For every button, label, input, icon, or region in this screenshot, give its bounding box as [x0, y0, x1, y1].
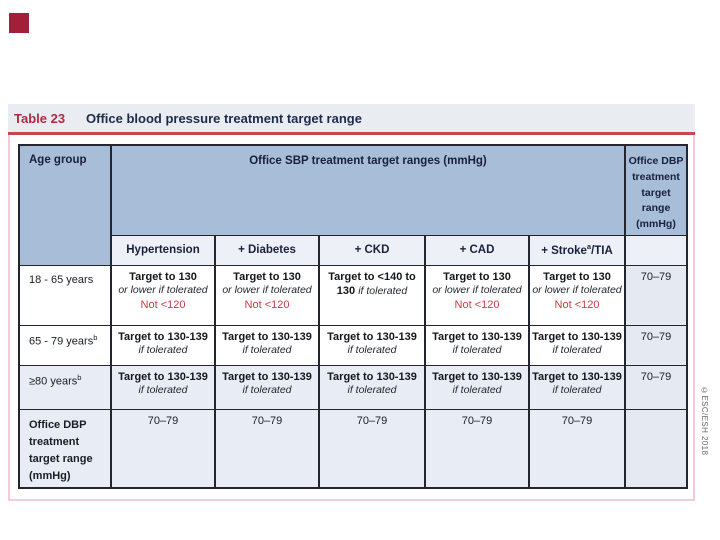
age-label-65-79: 65 - 79 yearsb	[18, 324, 112, 366]
cell-line-bold: Target to 130-139	[327, 370, 417, 383]
cell-line-caution: Not <120	[454, 299, 500, 312]
col-header-cad: + CAD	[424, 234, 530, 266]
age-label-text: ≥80 years	[29, 375, 78, 388]
cell-line-italic: if tolerated	[452, 344, 502, 357]
cell-18-65-stroke: Target to 130 or lower if tolerated Not …	[528, 264, 626, 326]
figure-body: Age group Office SBP treatment target ra…	[8, 135, 695, 501]
col-header-stroke-tia: + Strokea/TIA	[528, 234, 626, 266]
cell-dbp-cad: 70–79	[424, 408, 530, 489]
tia-label: /TIA	[591, 244, 613, 257]
cell-line-caution: Not <120	[244, 299, 290, 312]
cell-line-bold: Target to 130-139	[432, 330, 522, 343]
cell-80-ckd: Target to 130-139 if tolerated	[318, 364, 426, 410]
cell-65-79-dbp: 70–79	[624, 324, 688, 366]
cell-line-italic: or lower if tolerated	[432, 284, 522, 297]
cell-80-hypertension: Target to 130-139 if tolerated	[110, 364, 216, 410]
header-row-sub: Hypertension + Diabetes + CKD + CAD + St…	[19, 234, 688, 266]
cell-dbp-stroke: 70–79	[528, 408, 626, 489]
cell-italic-value: if tolerated	[358, 285, 408, 298]
cell-80-stroke: Target to 130-139 if tolerated	[528, 364, 626, 410]
cell-line-bold: Target to 130	[443, 270, 511, 283]
cell-line-bold: Target to 130-139	[118, 370, 208, 383]
cell-line-italic: if tolerated	[552, 384, 602, 397]
cell-dbp-ckd: 70–79	[318, 408, 426, 489]
age-label-18-65: 18 - 65 years	[18, 264, 112, 326]
cell-line-italic: if tolerated	[138, 344, 188, 357]
cell-line-italic: if tolerated	[347, 344, 397, 357]
cell-line-bold: Target to 130	[129, 270, 197, 283]
cell-80-diabetes: Target to 130-139 if tolerated	[214, 364, 320, 410]
cell-line-bold: Target to 130-139	[118, 330, 208, 343]
cell-line-italic: or lower if tolerated	[222, 284, 312, 297]
cell-80-cad: Target to 130-139 if tolerated	[424, 364, 530, 410]
age-footnote-sup: b	[93, 332, 98, 342]
table-23-figure: Table 23 Office blood pressure treatment…	[8, 104, 695, 501]
cell-dbp-hypertension: 70–79	[110, 408, 216, 489]
stroke-footnote-sup: a	[586, 241, 592, 251]
cell-line-caution: Not <120	[140, 299, 186, 312]
col-header-diabetes: + Diabetes	[214, 234, 320, 266]
table-row: Office DBP treatment target range (mmHg)…	[18, 408, 688, 489]
cell-80-dbp: 70–79	[624, 364, 688, 410]
cell-line-italic: if tolerated	[242, 384, 292, 397]
copyright-vertical-label: ©ESC/ESH 2018	[700, 386, 709, 456]
dbp-subheader-empty-cell	[624, 234, 688, 266]
caption-divider-rule	[8, 132, 695, 135]
cell-line-bold: Target to 130-139	[432, 370, 522, 383]
header-row-main: Age group Office SBP treatment target ra…	[18, 144, 688, 266]
cell-line-bold: Target to 130-139	[532, 370, 622, 383]
dbp-header-cell: Office DBP treatment target range (mmHg)	[624, 144, 688, 236]
cell-line-bold: Target to 130-139	[532, 330, 622, 343]
cell-line-italic: if tolerated	[347, 384, 397, 397]
dbp-row-label: Office DBP treatment target range (mmHg)	[18, 408, 112, 489]
slide-logo-square	[9, 13, 29, 33]
bp-target-table: Age group Office SBP treatment target ra…	[18, 144, 688, 489]
table-caption-bar: Table 23 Office blood pressure treatment…	[8, 104, 695, 132]
sbp-header-cell: Office SBP treatment target ranges (mmHg…	[110, 144, 626, 236]
cell-line-italic: or lower if tolerated	[118, 284, 208, 297]
cell-line-italic: if tolerated	[552, 344, 602, 357]
cell-65-79-cad: Target to 130-139 if tolerated	[424, 324, 530, 366]
cell-line-caution: Not <120	[554, 299, 600, 312]
cell-dbp-diabetes: 70–79	[214, 408, 320, 489]
table-title: Office blood pressure treatment target r…	[86, 110, 362, 126]
cell-18-65-dbp: 70–79	[624, 264, 688, 326]
cell-line-bold: Target to 130	[233, 270, 301, 283]
cell-line-bold: Target to 130-139	[222, 330, 312, 343]
cell-65-79-ckd: Target to 130-139 if tolerated	[318, 324, 426, 366]
cell-line-bold: Target to 130-139	[327, 330, 417, 343]
cell-bold-value: 130	[336, 285, 356, 298]
cell-65-79-hypertension: Target to 130-139 if tolerated	[110, 324, 216, 366]
cell-line-bold: Target to <140 to	[328, 270, 416, 283]
cell-65-79-diabetes: Target to 130-139 if tolerated	[214, 324, 320, 366]
cell-18-65-hypertension: Target to 130 or lower if tolerated Not …	[110, 264, 216, 326]
cell-line-mixed: 130 if tolerated	[322, 284, 422, 299]
table-row: 65 - 79 yearsb Target to 130-139 if tole…	[18, 324, 688, 366]
age-group-header-cell: Age group	[18, 144, 112, 266]
age-label-text: 65 - 79 years	[29, 335, 94, 348]
age-label-80plus: ≥80 yearsb	[18, 364, 112, 410]
cell-18-65-diabetes: Target to 130 or lower if tolerated Not …	[214, 264, 320, 326]
cell-line-italic: or lower if tolerated	[532, 284, 622, 297]
cell-18-65-cad: Target to 130 or lower if tolerated Not …	[424, 264, 530, 326]
age-footnote-sup: b	[77, 372, 82, 382]
table-row: ≥80 yearsb Target to 130-139 if tolerate…	[18, 364, 688, 410]
cell-line-italic: if tolerated	[452, 384, 502, 397]
cell-line-italic: if tolerated	[242, 344, 292, 357]
table-row: 18 - 65 years Target to 130 or lower if …	[18, 264, 688, 326]
cell-18-65-ckd: Target to <140 to 130 if tolerated	[318, 264, 426, 326]
col-header-hypertension: Hypertension	[110, 234, 216, 266]
stroke-label: + Stroke	[541, 244, 587, 257]
cell-line-italic: if tolerated	[138, 384, 188, 397]
table-number-label: Table 23	[14, 110, 66, 126]
cell-line-bold: Target to 130	[543, 270, 611, 283]
dbp-header-text: Office DBP treatment target range (mmHg)	[628, 155, 684, 230]
cell-dbp-empty	[624, 408, 688, 489]
cell-65-79-stroke: Target to 130-139 if tolerated	[528, 324, 626, 366]
col-header-ckd: + CKD	[318, 234, 426, 266]
cell-line-bold: Target to 130-139	[222, 370, 312, 383]
